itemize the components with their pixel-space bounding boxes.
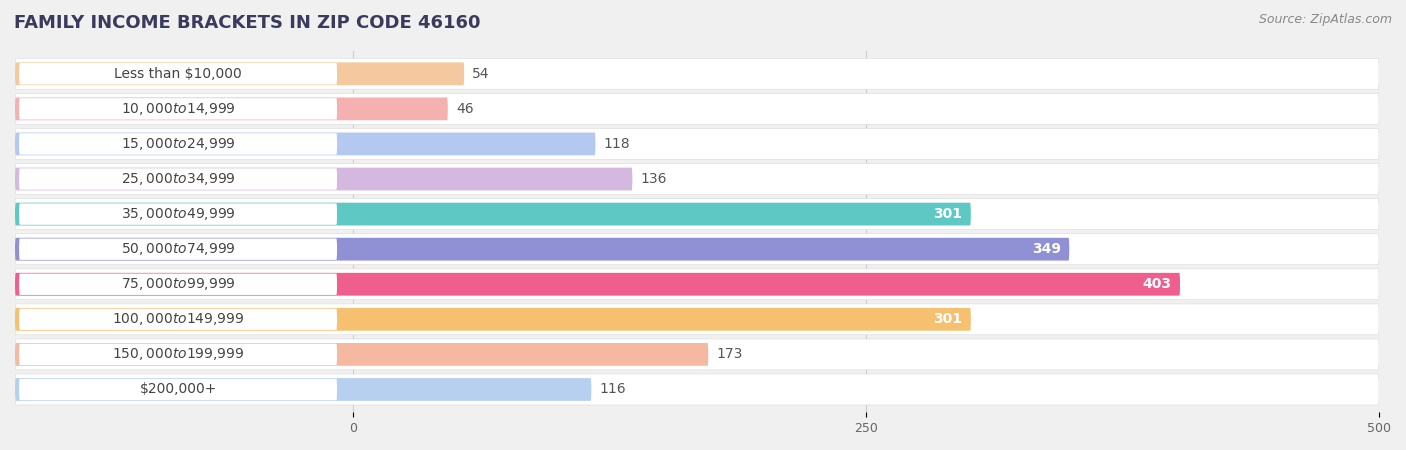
Text: 118: 118 xyxy=(603,137,630,151)
FancyBboxPatch shape xyxy=(20,168,337,190)
Text: 46: 46 xyxy=(456,102,474,116)
FancyBboxPatch shape xyxy=(20,309,337,330)
Text: Source: ZipAtlas.com: Source: ZipAtlas.com xyxy=(1258,14,1392,27)
Text: $25,000 to $34,999: $25,000 to $34,999 xyxy=(121,171,235,187)
Text: 136: 136 xyxy=(641,172,666,186)
Text: 349: 349 xyxy=(1032,242,1062,256)
Text: $150,000 to $199,999: $150,000 to $199,999 xyxy=(112,346,245,362)
Text: $200,000+: $200,000+ xyxy=(139,382,217,396)
Text: $10,000 to $14,999: $10,000 to $14,999 xyxy=(121,101,235,117)
Text: $100,000 to $149,999: $100,000 to $149,999 xyxy=(112,311,245,327)
FancyBboxPatch shape xyxy=(20,379,337,400)
FancyBboxPatch shape xyxy=(15,374,1379,405)
FancyBboxPatch shape xyxy=(15,94,1379,124)
FancyBboxPatch shape xyxy=(15,234,1379,265)
FancyBboxPatch shape xyxy=(15,308,970,331)
FancyBboxPatch shape xyxy=(20,98,337,120)
FancyBboxPatch shape xyxy=(20,344,337,365)
Text: $35,000 to $49,999: $35,000 to $49,999 xyxy=(121,206,235,222)
FancyBboxPatch shape xyxy=(15,238,1070,261)
FancyBboxPatch shape xyxy=(20,274,337,295)
FancyBboxPatch shape xyxy=(15,269,1379,300)
Text: $50,000 to $74,999: $50,000 to $74,999 xyxy=(121,241,235,257)
Text: $15,000 to $24,999: $15,000 to $24,999 xyxy=(121,136,235,152)
Text: Less than $10,000: Less than $10,000 xyxy=(114,67,242,81)
FancyBboxPatch shape xyxy=(15,202,970,225)
FancyBboxPatch shape xyxy=(15,168,633,190)
FancyBboxPatch shape xyxy=(15,304,1379,335)
Text: 301: 301 xyxy=(934,312,963,326)
FancyBboxPatch shape xyxy=(15,339,1379,370)
FancyBboxPatch shape xyxy=(15,98,447,120)
FancyBboxPatch shape xyxy=(20,203,337,225)
FancyBboxPatch shape xyxy=(15,343,709,366)
Text: 116: 116 xyxy=(599,382,626,396)
FancyBboxPatch shape xyxy=(20,63,337,85)
FancyBboxPatch shape xyxy=(20,238,337,260)
FancyBboxPatch shape xyxy=(15,63,464,85)
Text: 54: 54 xyxy=(472,67,489,81)
Text: FAMILY INCOME BRACKETS IN ZIP CODE 46160: FAMILY INCOME BRACKETS IN ZIP CODE 46160 xyxy=(14,14,481,32)
Text: 173: 173 xyxy=(717,347,742,361)
FancyBboxPatch shape xyxy=(15,198,1379,230)
Text: $75,000 to $99,999: $75,000 to $99,999 xyxy=(121,276,235,292)
FancyBboxPatch shape xyxy=(15,164,1379,194)
FancyBboxPatch shape xyxy=(15,58,1379,89)
FancyBboxPatch shape xyxy=(15,133,596,155)
FancyBboxPatch shape xyxy=(15,129,1379,159)
FancyBboxPatch shape xyxy=(15,273,1180,296)
FancyBboxPatch shape xyxy=(15,378,592,401)
Text: 403: 403 xyxy=(1143,277,1171,291)
FancyBboxPatch shape xyxy=(20,133,337,155)
Text: 301: 301 xyxy=(934,207,963,221)
